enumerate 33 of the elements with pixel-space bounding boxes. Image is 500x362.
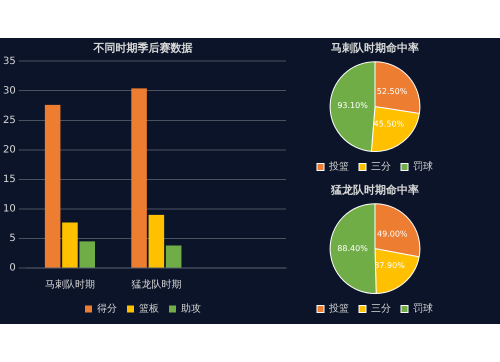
- legend-label: 篮板: [139, 302, 159, 315]
- y-tick-label: 30: [2, 85, 16, 96]
- legend-label: 投篮: [328, 160, 349, 173]
- legend-label: 罚球: [413, 302, 433, 315]
- y-tick-label: 15: [2, 174, 16, 185]
- bar: [131, 88, 147, 268]
- legend-label: 三分: [371, 302, 391, 315]
- x-tick-label: 猛龙队时期: [131, 278, 182, 291]
- data-label: 49.00%: [377, 229, 408, 238]
- legend-label: 得分: [97, 302, 117, 315]
- legend-label: 助攻: [181, 302, 201, 315]
- bar: [166, 246, 182, 268]
- bar: [44, 104, 60, 268]
- y-tick-label: 35: [2, 56, 16, 67]
- y-tick-label: 25: [2, 114, 16, 126]
- y-tick-label: 20: [2, 144, 16, 156]
- chart-title: 猛龙队时期命中率: [330, 183, 419, 196]
- data-label: 52.50%: [376, 87, 408, 96]
- bar: [79, 241, 95, 268]
- y-tick-label: 5: [9, 233, 16, 244]
- y-tick-label: 10: [2, 204, 16, 215]
- y-tick-label: 0: [9, 262, 16, 274]
- legend-label: 三分: [371, 160, 391, 173]
- legend-label: 投篮: [328, 302, 349, 315]
- data-label: 45.50%: [374, 119, 405, 128]
- data-label: 88.40%: [337, 244, 368, 253]
- bar: [148, 214, 164, 268]
- chart-title: 马刺队时期命中率: [331, 41, 419, 54]
- legend-label: 罚球: [413, 160, 433, 173]
- x-tick-label: 马刺队时期: [44, 278, 95, 291]
- bar: [62, 222, 78, 268]
- chart-title: 不同时期季后赛数据: [92, 41, 192, 54]
- data-label: 93.10%: [337, 100, 368, 110]
